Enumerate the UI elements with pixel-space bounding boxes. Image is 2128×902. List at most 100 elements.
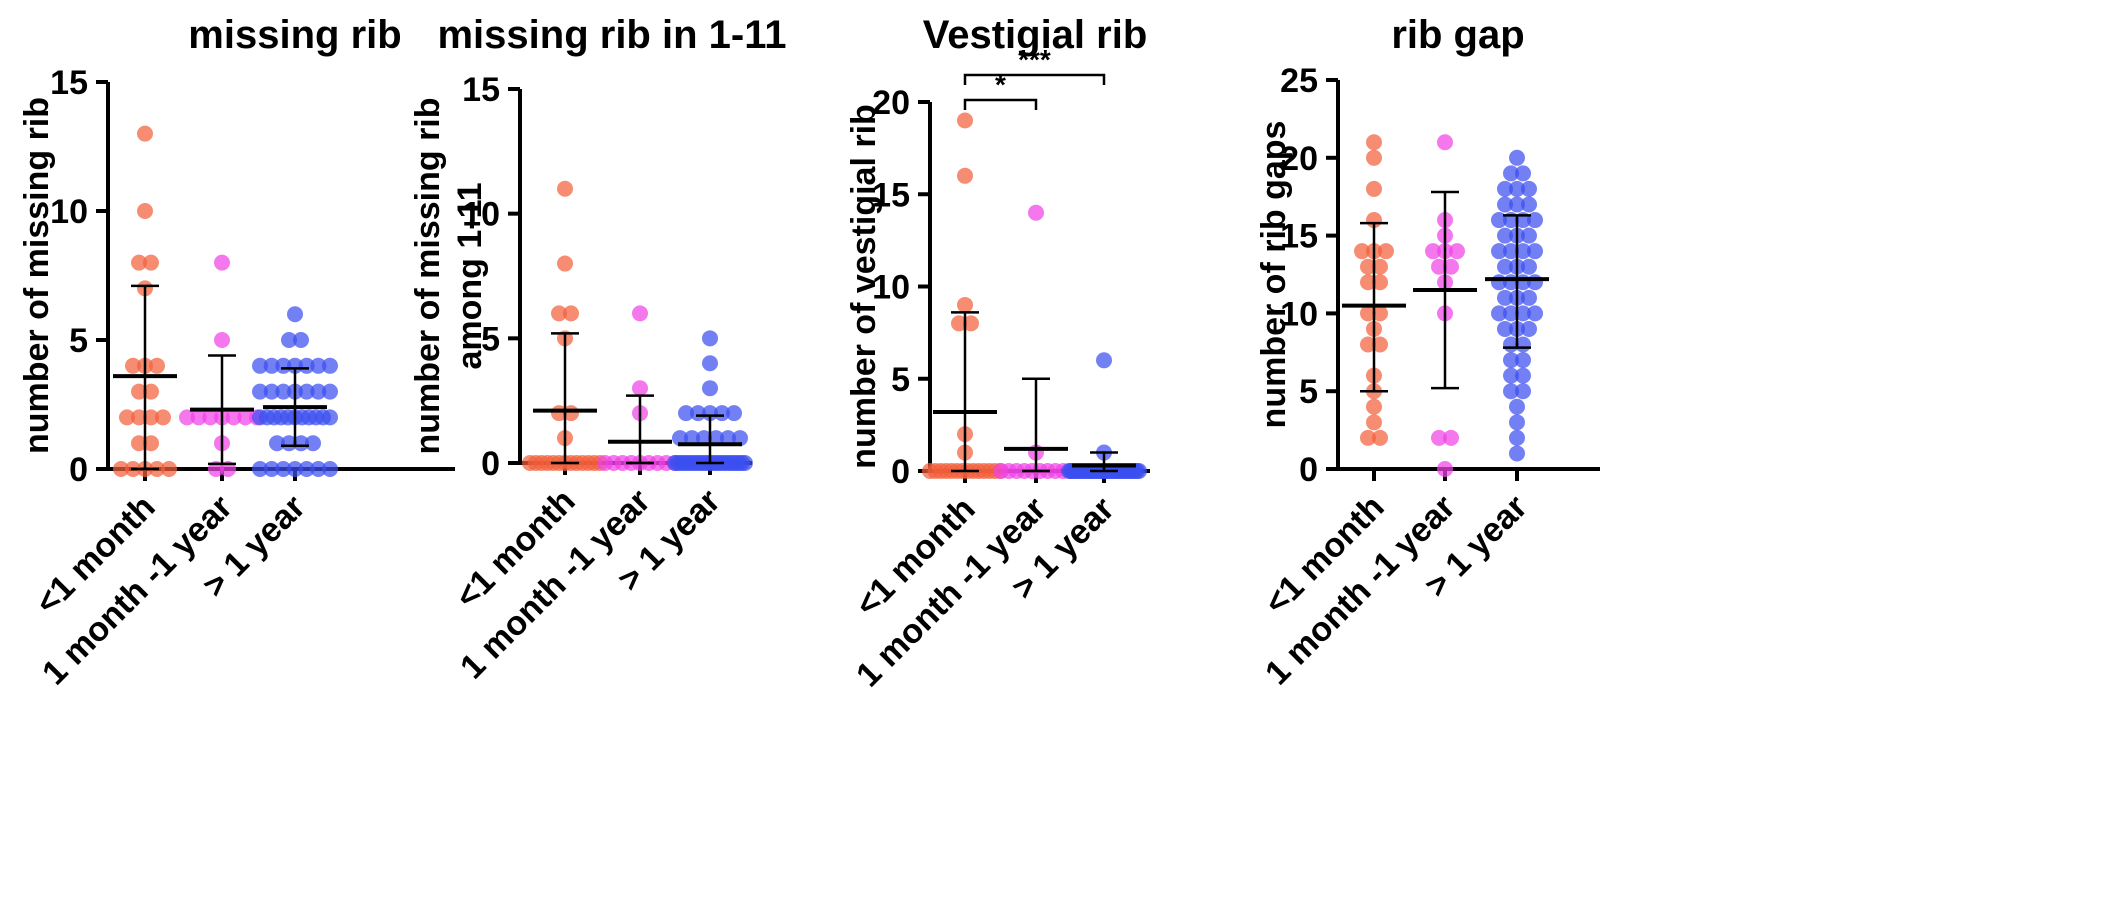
data-point [1437,461,1453,477]
data-point [310,461,327,477]
data-point [119,409,135,426]
data-point [293,332,309,348]
data-point [161,461,177,477]
data-point [225,409,242,426]
data-point [957,167,973,184]
data-point [563,305,579,322]
data-point [957,296,973,313]
data-point [726,405,742,422]
data-point [672,430,688,447]
significance-bracket [963,73,1106,85]
data-point [137,203,153,219]
data-point [1431,258,1447,275]
data-point [1521,320,1537,337]
data-point [1360,429,1376,446]
data-point [720,430,736,447]
y-axis-label: number of rib gaps [1255,121,1293,429]
y-tick-label: 15 [872,176,910,214]
data-point [951,315,967,332]
data-point [1425,243,1441,260]
data-point [1515,243,1531,260]
y-tick-label: 25 [1280,62,1318,100]
data-point [1497,289,1513,306]
data-point [131,383,147,400]
data-point [1378,243,1394,260]
chart-title: missing rib [188,13,401,57]
data-point [298,357,315,374]
y-tick-label: 15 [1280,218,1318,256]
data-point [131,254,147,271]
data-point [293,435,309,452]
significance-label: * [995,69,1006,100]
data-point [632,305,648,322]
data-point [557,180,573,197]
data-point [137,125,153,142]
y-tick-label: 5 [1299,373,1318,411]
data-point [143,435,159,452]
data-point [702,380,718,397]
y-axis-label: among 1-11 [451,182,489,369]
data-point [322,383,338,400]
data-point [143,409,159,426]
data-point [732,430,748,447]
data-point [305,435,321,452]
y-tick-label: 0 [891,453,910,491]
y-axis-label: number of missing rib [18,97,56,454]
data-point [1527,243,1543,260]
data-point [125,357,141,374]
data-point [281,332,297,348]
data-point [1509,180,1525,197]
data-point [551,305,567,322]
data-point [1509,429,1525,446]
data-point [714,405,730,422]
data-point [287,306,303,323]
data-point [1503,165,1519,182]
y-tick-label: 0 [69,451,88,489]
data-point [1521,289,1537,306]
significance-bracket [963,98,1038,110]
y-tick-label: 5 [69,322,88,360]
data-point [702,355,718,372]
data-point [1509,149,1525,166]
data-point [1515,352,1531,369]
data-point [202,409,219,426]
data-point [1509,445,1525,462]
chart-title: Vestigial rib [923,13,1148,57]
data-point [252,461,268,477]
data-point [1372,274,1388,291]
data-point [252,357,268,374]
data-point [1372,305,1388,322]
data-point [263,461,280,477]
data-point [113,461,129,477]
data-point [1515,367,1531,384]
data-point [684,430,700,447]
data-point [190,409,207,426]
data-point [131,409,147,426]
data-point [322,461,338,477]
data-point [1503,305,1519,322]
data-point [149,357,165,374]
chart-title: missing rib in 1-11 [437,13,786,57]
data-point [143,383,159,400]
y-tick-label: 5 [481,320,500,358]
data-point [1096,352,1112,369]
y-axis-label: number of vestigial rib [845,104,883,469]
data-point [263,357,280,374]
data-point [1366,414,1382,431]
y-tick-label: 15 [50,64,88,102]
y-tick-label: 10 [1280,295,1318,333]
data-point [1431,429,1447,446]
data-point [298,383,315,400]
data-point [281,435,297,452]
data-point [702,330,718,347]
data-point [678,405,694,422]
data-point [1497,196,1513,213]
data-point [1372,336,1388,353]
data-point [269,435,285,452]
y-tick-label: 10 [50,193,88,231]
data-point [131,435,147,452]
y-axis-label: number of missing rib [409,97,447,454]
